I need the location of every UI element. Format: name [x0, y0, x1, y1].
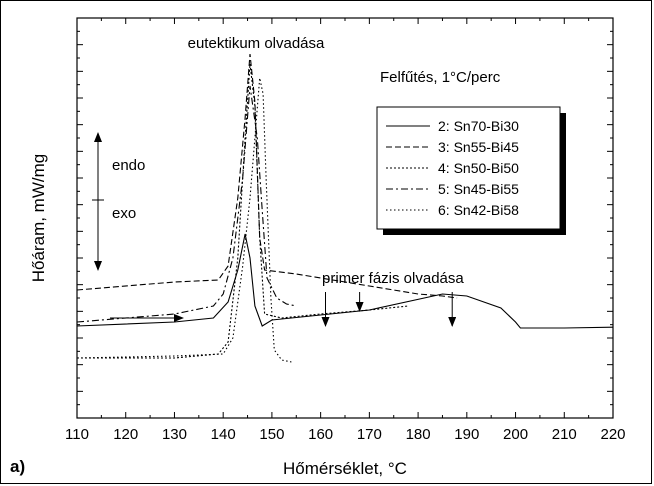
x-tick-label: 220	[600, 426, 625, 443]
x-tick-label: 180	[406, 426, 431, 443]
legend: 2: Sn70-Bi30 3: Sn55-Bi45 4: Sn50-Bi50 5: S…	[376, 106, 566, 235]
y-axis-ticks	[77, 17, 613, 419]
series-line-2	[76, 233, 614, 329]
x-tick-label: 160	[308, 426, 333, 443]
x-tick-label: 200	[503, 426, 528, 443]
heating-rate-label: Felfűtés, 1°C/perc	[380, 69, 501, 86]
exo-label: exo	[112, 205, 136, 222]
series-line-3	[76, 53, 458, 299]
legend-label: 2: Sn70-Bi30	[438, 118, 519, 134]
x-axis-ticks: 110 120 130 140 150 160 170 180 190 200 210 220	[65, 18, 626, 443]
series-lines	[76, 53, 614, 363]
x-tick-label: 170	[357, 426, 382, 443]
series-line-5	[76, 85, 297, 323]
x-tick-label: 130	[162, 426, 187, 443]
series-line-4	[77, 63, 409, 359]
legend-label: 5: Sn45-Bi55	[438, 181, 519, 197]
primary-phase-melting-label: primer fázis olvadása	[322, 270, 464, 287]
x-tick-label: 120	[113, 426, 138, 443]
x-axis-title: Hőmérséklet, °C	[283, 459, 407, 478]
y-axis-title: Hőáram, mW/mg	[29, 154, 48, 282]
x-tick-label: 150	[259, 426, 284, 443]
legend-label: 4: Sn50-Bi50	[438, 160, 519, 176]
x-tick-label: 210	[552, 426, 577, 443]
primary-phase-markers	[321, 292, 457, 327]
panel-label: a)	[10, 457, 25, 476]
series-line-6	[76, 77, 292, 363]
legend-label: 3: Sn55-Bi45	[438, 139, 519, 155]
endo-label: endo	[112, 157, 145, 174]
x-tick-label: 190	[454, 426, 479, 443]
x-tick-label: 140	[211, 426, 236, 443]
eutectic-melting-label: eutektikum olvadása	[188, 35, 325, 52]
legend-label: 6: Sn42-Bi58	[438, 202, 519, 218]
x-tick-label: 110	[65, 426, 89, 443]
